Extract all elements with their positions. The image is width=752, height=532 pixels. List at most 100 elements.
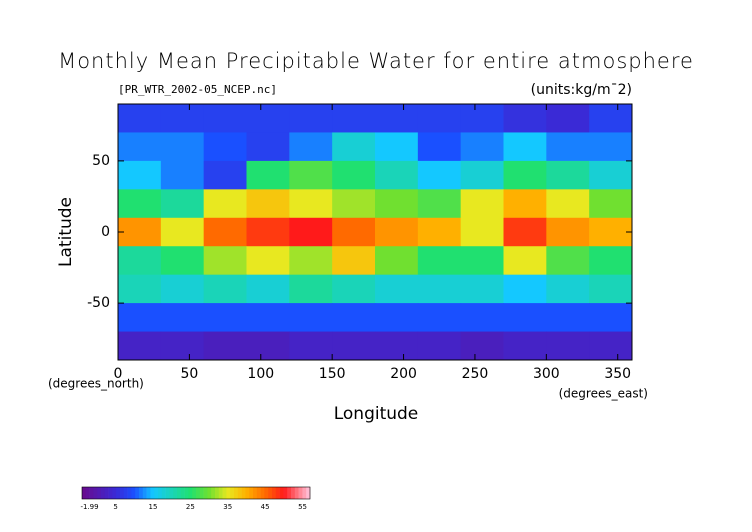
cell [203, 189, 247, 219]
cell [332, 274, 376, 304]
cell [460, 303, 504, 333]
colorbar-swatch [158, 487, 163, 499]
cell [160, 331, 205, 361]
cell [289, 303, 333, 333]
cell [203, 303, 247, 333]
cell [289, 160, 333, 190]
cell [589, 217, 633, 247]
x-tick-label: 50 [180, 366, 198, 382]
colorbar-swatch [279, 487, 284, 499]
colorbar-swatch [161, 487, 166, 499]
cell [160, 303, 205, 333]
colorbar-swatch [169, 487, 174, 499]
cell [375, 160, 419, 190]
cell [503, 132, 547, 162]
cell [246, 189, 290, 219]
cell [289, 246, 333, 276]
cell [375, 189, 419, 219]
colorbar-swatch [226, 487, 231, 499]
cell [118, 217, 162, 247]
colorbar-swatch [165, 487, 170, 499]
cell [546, 217, 590, 247]
cell [503, 303, 547, 333]
y-tick-label: 50 [92, 153, 110, 169]
colorbar-swatch [93, 487, 98, 499]
cell [246, 160, 290, 190]
cell [160, 217, 205, 247]
colorbar-swatch [112, 487, 117, 499]
colorbar-swatch [283, 487, 288, 499]
units: (units:kg/m¯2) [531, 82, 632, 98]
cell [160, 132, 205, 162]
cell [203, 217, 247, 247]
cell [546, 132, 590, 162]
cell [118, 104, 162, 133]
cell [546, 274, 590, 304]
cell [503, 160, 547, 190]
cell [417, 160, 462, 190]
cell [375, 303, 419, 333]
cell [118, 189, 162, 219]
colorbar-swatch [241, 487, 246, 499]
cell [160, 160, 205, 190]
cell [203, 331, 247, 361]
cell [203, 274, 247, 304]
colorbar-swatch [253, 487, 258, 499]
cell [460, 217, 504, 247]
cell [203, 104, 247, 133]
cell [332, 303, 376, 333]
colorbar-swatch [196, 487, 201, 499]
cell [289, 104, 333, 133]
cell [289, 132, 333, 162]
cell [332, 246, 376, 276]
colorbar-swatch [211, 487, 216, 499]
cell [289, 189, 333, 219]
colorbar-swatch [131, 487, 136, 499]
cell [246, 331, 290, 361]
cell [503, 217, 547, 247]
cell [503, 189, 547, 219]
cell [546, 189, 590, 219]
colorbar-tick-label: 25 [186, 503, 195, 511]
colorbar-swatch [85, 487, 90, 499]
cell [375, 331, 419, 361]
colorbar-swatch [264, 487, 269, 499]
cell [203, 246, 247, 276]
cell [118, 331, 162, 361]
colorbar-swatch [142, 487, 147, 499]
colorbar-swatch [97, 487, 102, 499]
colorbar-swatch [154, 487, 159, 499]
cell [546, 331, 590, 361]
x-axis-label: Longitude [334, 404, 419, 424]
colorbar-swatch [275, 487, 280, 499]
colorbar-swatch [104, 487, 109, 499]
colorbar-swatch [294, 487, 299, 499]
colorbar-tick-label: 35 [223, 503, 232, 511]
x-tick-label: 250 [462, 366, 489, 382]
colorbar-swatch [268, 487, 273, 499]
cell [246, 303, 290, 333]
cell [503, 274, 547, 304]
colorbar-swatch [184, 487, 189, 499]
colorbar-swatch [249, 487, 254, 499]
cell [460, 246, 504, 276]
cell [546, 160, 590, 190]
x-unit: (degrees_east) [559, 387, 648, 401]
colorbar-swatch [135, 487, 140, 499]
cell [118, 160, 162, 190]
cell [375, 132, 419, 162]
cell [289, 217, 333, 247]
cell [375, 274, 419, 304]
cell [460, 274, 504, 304]
cell [118, 303, 162, 333]
x-tick-label: 0 [114, 366, 123, 382]
colorbar-swatch [89, 487, 94, 499]
cell [460, 132, 504, 162]
cell [460, 189, 504, 219]
cell [332, 160, 376, 190]
colorbar-swatch [177, 487, 182, 499]
colorbar-swatch [139, 487, 144, 499]
colorbar-swatch [218, 487, 223, 499]
cell [589, 189, 633, 219]
cell [246, 132, 290, 162]
